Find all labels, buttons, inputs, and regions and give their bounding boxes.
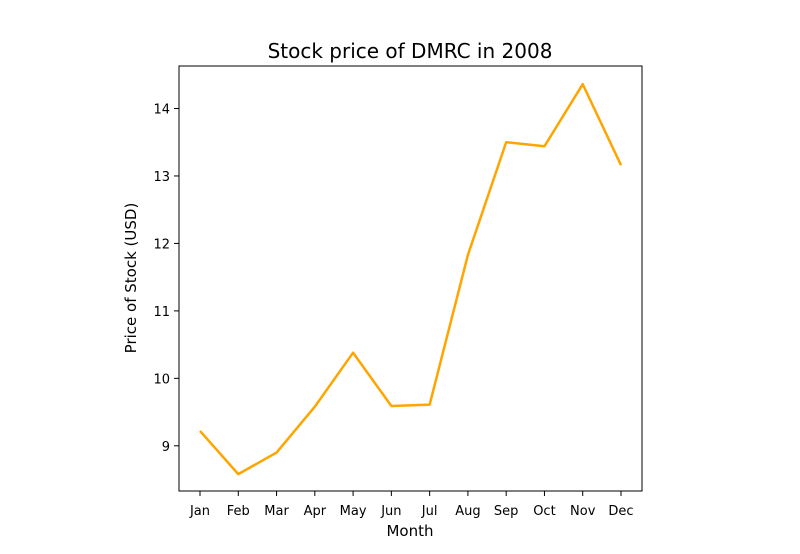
y-tick-label: 14 (153, 103, 170, 118)
y-axis-ticks: 9 10 11 12 13 14 (153, 103, 179, 455)
x-axis-label: Month (386, 522, 433, 540)
y-tick-label: 13 (153, 170, 170, 185)
x-tick-label: Jul (421, 504, 438, 519)
series-line (200, 84, 621, 474)
x-tick-label: Mar (264, 504, 289, 519)
y-tick-label: 9 (162, 440, 170, 455)
x-tick-label: Aug (455, 504, 480, 519)
x-tick-label: Dec (608, 504, 633, 519)
plot-area-frame (179, 66, 642, 491)
y-axis-label: Price of Stock (USD) (122, 203, 140, 354)
y-tick-label: 11 (153, 305, 170, 320)
x-tick-label: Apr (304, 504, 327, 519)
x-tick-label: Oct (533, 504, 555, 519)
x-tick-label: Sep (494, 504, 519, 519)
x-tick-label: Nov (570, 504, 596, 519)
y-tick-label: 12 (153, 237, 170, 252)
y-tick-label: 10 (153, 372, 170, 387)
series-layer (200, 84, 621, 474)
x-tick-label: Jun (380, 504, 401, 519)
x-tick-label: May (340, 504, 367, 519)
x-tick-label: Feb (227, 504, 250, 519)
x-tick-label: Jan (189, 504, 210, 519)
chart-title: Stock price of DMRC in 2008 (268, 39, 553, 63)
x-axis-ticks: Jan Feb Mar Apr May Jun Jul Aug Sep Oct Nov Dec (189, 491, 634, 519)
